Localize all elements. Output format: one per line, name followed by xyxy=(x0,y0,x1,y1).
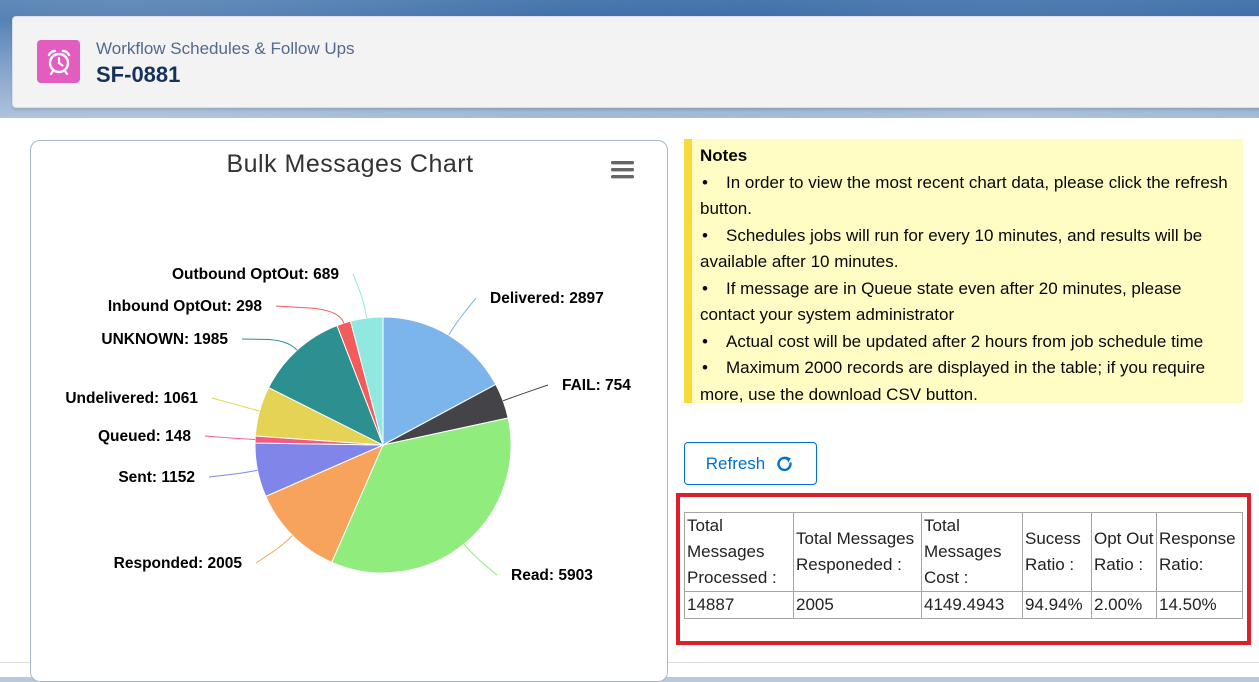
pie-data-label: Responded: 2005 xyxy=(114,555,243,572)
value-cell: 4149.4943 xyxy=(921,591,1023,619)
notes-item: • Maximum 2000 records are displayed in t… xyxy=(700,358,1206,404)
refresh-button[interactable]: Refresh xyxy=(684,442,817,485)
value-cell: 2.00% xyxy=(1091,591,1157,619)
page-header: Workflow Schedules & Follow Ups SF-0881 xyxy=(12,16,1259,108)
refresh-label: Refresh xyxy=(705,453,766,473)
pie-slice-read[interactable] xyxy=(331,417,512,574)
pie-connector xyxy=(255,535,293,564)
value-cell: 2005 xyxy=(793,591,922,619)
pie-slice-delivered[interactable] xyxy=(382,316,497,446)
pie-connector xyxy=(208,469,258,478)
header-cell: Total Messages Cost : xyxy=(921,512,1023,592)
header-cell: Total Messages Responeded : xyxy=(793,512,922,592)
pie-connector xyxy=(502,384,549,402)
notes-item: • In order to view the most recent chart … xyxy=(700,172,1228,219)
chart-title: Bulk Messages Chart xyxy=(226,150,474,178)
pie-data-label: Inbound OptOut: 298 xyxy=(108,298,263,315)
pie-data-label: Delivered: 2897 xyxy=(490,290,604,307)
alarm-clock-icon xyxy=(37,40,80,83)
table-header-row: Total Messages Processed : Total Message… xyxy=(684,512,1243,592)
notes-list: • In order to view the most recent chart … xyxy=(700,170,1237,409)
refresh-icon xyxy=(777,456,792,471)
stats-table: Total Messages Processed : Total Message… xyxy=(684,512,1243,619)
pie-connector xyxy=(352,273,368,319)
chart-menu-icon[interactable] xyxy=(609,158,636,182)
pie-slice-responded[interactable] xyxy=(265,444,384,563)
notes-item: • Actual cost will be updated after 2 hou… xyxy=(702,331,1204,351)
header-cell: Total Messages Processed : xyxy=(684,512,794,592)
pie-data-label: UNKNOWN: 1985 xyxy=(101,331,228,348)
stats-highlight-box xyxy=(676,493,1251,645)
page-title: SF-0881 xyxy=(96,62,181,87)
value-cell: 14887 xyxy=(684,591,794,619)
pie-slice-outbound-optout[interactable] xyxy=(349,316,384,446)
pie-data-label: Undelivered: 1061 xyxy=(65,390,198,407)
pie-connector xyxy=(463,543,498,576)
header-subtitle: Workflow Schedules & Follow Ups xyxy=(96,39,355,58)
notes-item: • Schedules jobs will run for every 10 mi… xyxy=(700,225,1203,272)
value-cell: 94.94% xyxy=(1022,591,1092,619)
pie-data-label: Sent: 1152 xyxy=(118,469,195,486)
pie-chart: Delivered: 2897 FAIL: 754 Read: 5903 Respon… xyxy=(65,266,631,584)
table-row: 14887 2005 4149.4943 94.94% 2.00% 14.50% xyxy=(684,591,1243,619)
pie-data-label: Read: 5903 xyxy=(511,567,593,584)
notes-panel: Notes • In order to view the most recent … xyxy=(684,139,1243,404)
header-cell: Opt Out Ratio : xyxy=(1091,512,1157,592)
notes-item: • If message are in Queue state even afte… xyxy=(700,278,1182,325)
pie-data-label: Queued: 148 xyxy=(98,428,191,445)
value-cell: 14.50% xyxy=(1156,591,1243,619)
header-cell: Response Ratio: xyxy=(1156,512,1243,592)
pie-data-label: Outbound OptOut: 689 xyxy=(172,266,339,283)
pie-connector xyxy=(204,435,256,440)
pie-slice-unknown[interactable] xyxy=(267,324,384,447)
pie-connector xyxy=(448,297,477,336)
pie-data-label: FAIL: 754 xyxy=(562,377,631,394)
pie-connector xyxy=(211,397,260,412)
pie-connector xyxy=(275,305,345,324)
header-cell: Sucess Ratio : xyxy=(1022,512,1092,592)
pie-connector xyxy=(241,338,298,351)
notes-title: Notes xyxy=(700,146,748,165)
